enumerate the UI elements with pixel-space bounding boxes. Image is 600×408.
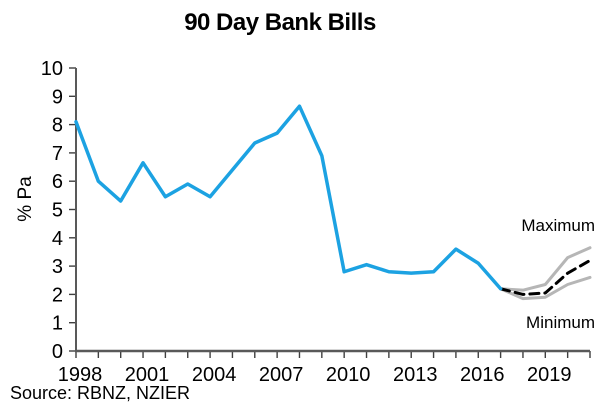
chart-title: 90 Day Bank Bills <box>184 9 376 36</box>
series-maximum-line <box>499 246 592 292</box>
y-tick-label: 6 <box>52 171 63 193</box>
y-tick-label: 2 <box>52 284 63 306</box>
x-tick-label: 2007 <box>259 364 304 386</box>
y-tick-label: 0 <box>52 341 63 363</box>
annotation-maximum: Maximum <box>521 216 595 235</box>
x-tick-label: 2001 <box>125 364 170 386</box>
y-tick-label: 1 <box>52 313 63 335</box>
x-tick-label: 2019 <box>527 364 572 386</box>
series-central-forecast-line <box>499 258 592 296</box>
x-tick-label: 1998 <box>58 364 103 386</box>
y-tick-label: 7 <box>52 143 63 165</box>
series-minimum-line <box>499 275 592 301</box>
y-tick-label: 5 <box>52 200 63 222</box>
y-tick-label: 8 <box>52 115 63 137</box>
y-tick-label: 4 <box>52 228 63 250</box>
y-tick-label: 9 <box>52 86 63 108</box>
x-tick-label: 2016 <box>460 364 505 386</box>
x-tick-label: 2010 <box>326 364 371 386</box>
series-90-day-bank-bills-history-line <box>74 104 503 291</box>
y-tick-label: 10 <box>41 58 63 80</box>
x-tick-label: 2004 <box>192 364 237 386</box>
source-note: Source: RBNZ, NZIER <box>10 383 191 403</box>
x-tick-label: 2013 <box>393 364 438 386</box>
y-tick-label: 3 <box>52 256 63 278</box>
annotation-minimum: Minimum <box>526 313 595 332</box>
